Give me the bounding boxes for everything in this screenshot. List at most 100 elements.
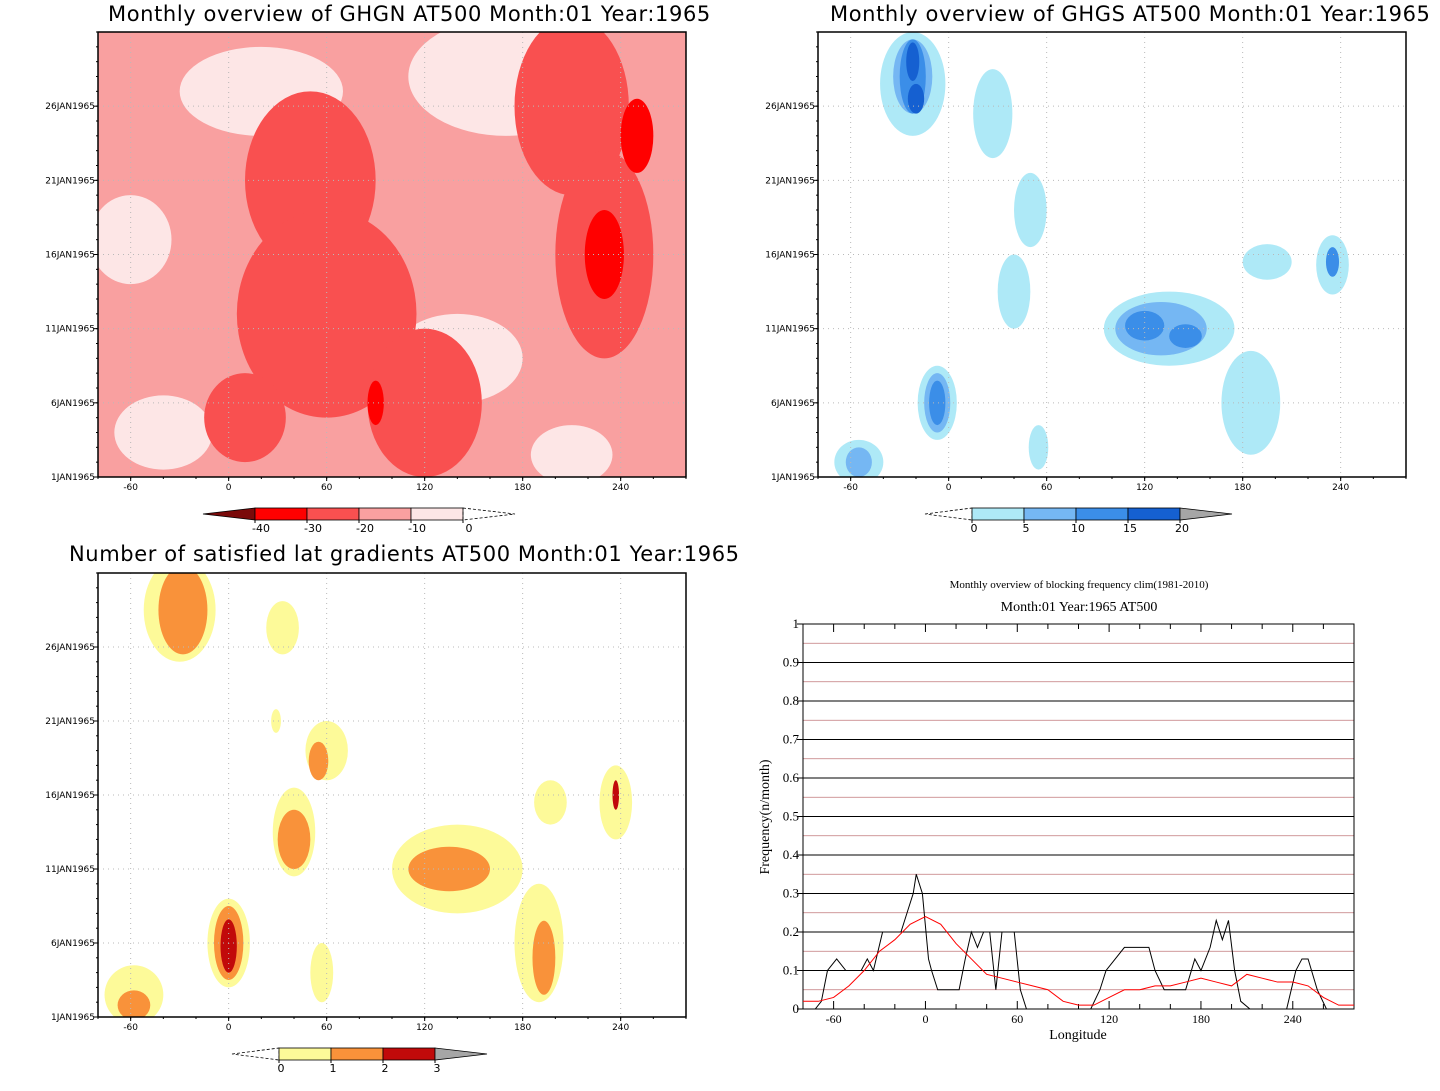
x-tick-label: 240 [1332, 483, 1349, 493]
colorbar-label: 0 [971, 522, 978, 535]
series-line-red [803, 916, 1354, 1006]
contour-blob [220, 919, 237, 973]
y-tick-label: 1JAN1965 [51, 1013, 95, 1023]
x-tick-label: 180 [514, 1023, 531, 1033]
y-tick-label: 6JAN1965 [51, 939, 95, 949]
contour-blob [117, 990, 151, 1017]
colorbar-segment [306, 507, 360, 521]
heatmap-lat-gradients: -60 0 60 120 180 2401JAN19656JAN196511JAN1965… [45, 572, 687, 1075]
y-tick-label: 21JAN1965 [45, 176, 95, 186]
colorbar-segment [330, 1047, 384, 1061]
colorbar-segment [1075, 507, 1129, 521]
panel-ghgn: Monthly overview of GHGN AT500 Month:01 … [0, 0, 720, 545]
heatmap-ghgn: -60 0 60 120 180 240 1JAN1965 6JAN1965 11JAN1965… [45, 31, 687, 535]
x-tick-label: 0 [922, 1012, 928, 1026]
y-tick-label: 0.8 [783, 693, 799, 708]
contour-blob [114, 395, 213, 470]
y-tick-label: 0.5 [783, 809, 799, 824]
chart-title-lat-gradients: Number of satisfied lat gradients AT500 … [69, 542, 740, 566]
contour-blob [271, 709, 281, 733]
panel-ghgs: Monthly overview of GHGS AT500 Month:01 … [720, 0, 1440, 545]
y-tick-label: 0.3 [783, 886, 799, 901]
colorbar-segment [358, 507, 412, 521]
colorbar-segment [1127, 507, 1181, 521]
x-tick-label: 240 [1284, 1012, 1302, 1026]
contour-blob [534, 780, 567, 825]
contour-blob [204, 373, 286, 463]
colorbar-segment [382, 1047, 436, 1061]
colorbar-end-dashed [231, 1047, 280, 1061]
y-tick-label: 1 [793, 616, 800, 631]
contour-blob [408, 846, 490, 892]
x-axis-label: Longitude [1049, 1028, 1107, 1043]
x-tick-label: 0 [226, 483, 232, 493]
contour-blob [929, 380, 946, 426]
colorbar-label: 10 [1071, 522, 1085, 535]
colorbar-label: 5 [1023, 522, 1030, 535]
y-axis-label: Frequency(n/month) [758, 759, 773, 874]
x-tick-label: 60 [1011, 1012, 1023, 1026]
contour-blob [997, 254, 1031, 329]
contour-blob [973, 69, 1013, 159]
y-tick-label: 0.1 [783, 963, 799, 978]
colorbar-label: -20 [356, 522, 374, 535]
y-tick-label: 11JAN1965 [45, 865, 95, 875]
colorbar-label: -40 [252, 522, 270, 535]
x-tick-label: 180 [1234, 483, 1251, 493]
y-tick-label: 26JAN1965 [765, 102, 815, 112]
contour-blob [98, 195, 172, 285]
colorbar-end-triangle [434, 1047, 488, 1061]
colorbar-segment [278, 1047, 332, 1061]
contour-blob [1325, 247, 1340, 277]
contour-blob [367, 380, 384, 426]
y-tick-label: 6JAN1965 [771, 399, 815, 409]
y-tick-label: 21JAN1965 [765, 176, 815, 186]
contour-fill-group [104, 573, 633, 1017]
x-tick-label: 0 [226, 1023, 232, 1033]
colorbar-end-triangle [1179, 507, 1233, 521]
contour-blob [1125, 310, 1165, 341]
y-tick-label: 0.4 [783, 847, 800, 862]
contour-blob [584, 210, 624, 299]
colorbar-label: 0 [278, 1062, 285, 1075]
x-tick-label: 180 [1192, 1012, 1210, 1026]
x-tick-label: 240 [612, 1023, 629, 1033]
contour-blob [277, 809, 311, 869]
colorbar-label: 15 [1123, 522, 1137, 535]
chart-title-ghgn: Monthly overview of GHGN AT500 Month:01 … [108, 2, 711, 26]
colorbar-end-triangle [202, 507, 256, 521]
colorbar-label: 1 [330, 1062, 337, 1075]
y-tick-label: 26JAN1965 [45, 102, 95, 112]
y-tick-label: 1JAN1965 [771, 473, 815, 483]
x-tick-label: -60 [826, 1012, 842, 1026]
y-tick-label: 1JAN1965 [51, 473, 95, 483]
colorbar-label: 0 [466, 522, 473, 535]
y-tick-label: 6JAN1965 [51, 399, 95, 409]
contour-blob [532, 920, 556, 995]
x-tick-label: 60 [1041, 483, 1053, 493]
x-tick-label: 180 [514, 483, 531, 493]
x-tick-label: -60 [123, 483, 138, 493]
contour-blob [1014, 172, 1047, 248]
colorbar-label: 20 [1175, 522, 1189, 535]
contour-blob [1242, 244, 1292, 280]
contour-blob [612, 780, 620, 810]
colorbar-end-dashed [924, 507, 973, 521]
y-tick-label: 21JAN1965 [45, 717, 95, 727]
panel-blocking-frequency: Monthly overview of blocking frequency c… [720, 540, 1440, 1091]
x-tick-label: 240 [612, 483, 629, 493]
x-tick-label: 0 [946, 483, 952, 493]
contour-blob [1221, 350, 1281, 455]
y-tick-label: 16JAN1965 [765, 251, 815, 261]
y-tick-label: 11JAN1965 [45, 325, 95, 335]
heatmap-ghgs: -60 0 60 120 180 240 1JAN1965 6JAN1965 11JAN1965… [765, 31, 1407, 535]
contour-blob [236, 210, 417, 418]
x-tick-label: 60 [321, 1023, 333, 1033]
panel-lat-gradients: Number of satisfied lat gradients AT500 … [0, 540, 739, 1091]
y-tick-label: 0.6 [783, 770, 800, 785]
x-tick-label: 60 [321, 483, 333, 493]
colorbar-label: 3 [434, 1062, 441, 1075]
y-tick-label: 0.2 [783, 924, 799, 939]
y-tick-label: 26JAN1965 [45, 643, 95, 653]
contour-blob [620, 98, 654, 173]
